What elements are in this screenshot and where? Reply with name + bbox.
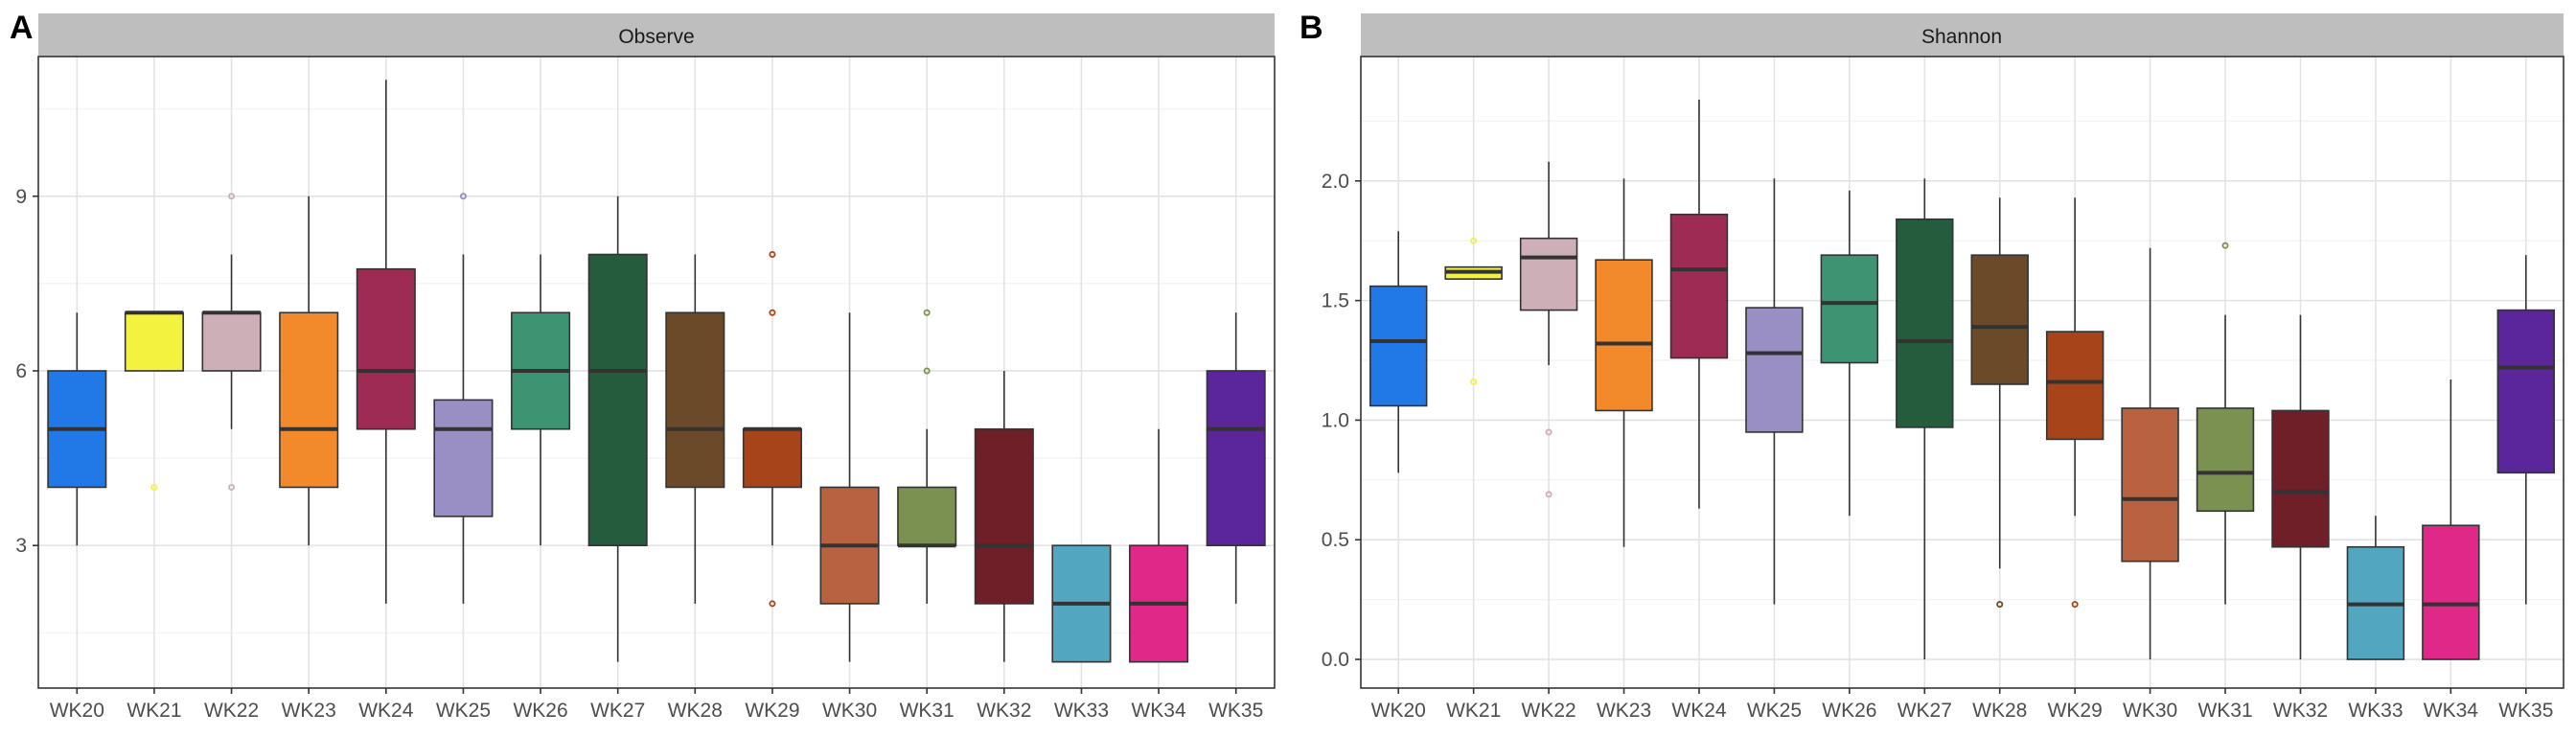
panel-a-x-tick-label-wk20: WK20 bbox=[50, 700, 104, 722]
panel-b-letter: B bbox=[1300, 10, 1323, 46]
box-a-wk29-outlier-0 bbox=[769, 251, 776, 259]
panel-b-x-tick-label-wk26: WK26 bbox=[1822, 700, 1876, 722]
box-b-wk26 bbox=[1820, 254, 1879, 364]
box-b-wk22 bbox=[1519, 237, 1578, 311]
panel-b-x-tick-label-wk30: WK30 bbox=[2123, 700, 2177, 722]
panel-a-x-tick-label-wk21: WK21 bbox=[126, 700, 181, 722]
panel-a-x-tick-label-wk27: WK27 bbox=[590, 700, 645, 722]
box-b-wk28-outlier-0 bbox=[1996, 601, 2004, 609]
box-a-wk29 bbox=[742, 427, 802, 489]
panel-b-x-tick-label-wk27: WK27 bbox=[1898, 700, 1952, 722]
panel-b-x-tick-label-wk32: WK32 bbox=[2273, 700, 2328, 722]
panel-b-x-tick-label-wk33: WK33 bbox=[2348, 700, 2403, 722]
panel-b-x-tick-label-wk21: WK21 bbox=[1446, 700, 1501, 722]
panel-a: A Observe 3 6 9 WK20 WK21 WK22 WK23 WK24 WK25 WK2… bbox=[10, 10, 1276, 722]
box-a-wk29-outlier-1 bbox=[769, 309, 776, 316]
box-a-wk21-outlier-0 bbox=[150, 483, 158, 491]
box-a-wk24 bbox=[356, 267, 416, 430]
panel-b-strip-label: Shannon bbox=[1921, 26, 2002, 48]
box-b-wk22-outlier-0 bbox=[1545, 428, 1552, 436]
box-b-wk23 bbox=[1595, 259, 1653, 412]
panel-b-y-tick-label-0: 0.0 bbox=[1322, 649, 1349, 671]
panel-a-strip-label: Observe bbox=[618, 26, 694, 48]
panel-a-x-tick-label-wk34: WK34 bbox=[1131, 700, 1186, 722]
box-a-wk31 bbox=[897, 486, 957, 546]
box-a-wk22-outlier-1 bbox=[228, 483, 236, 491]
box-b-wk20 bbox=[1369, 285, 1428, 407]
box-b-wk29 bbox=[2045, 331, 2104, 441]
panel-a-x-tick-label-wk24: WK24 bbox=[358, 700, 414, 722]
box-a-wk27 bbox=[587, 253, 648, 546]
box-a-wk23 bbox=[279, 311, 339, 489]
box-a-wk29-outlier-2 bbox=[769, 600, 776, 608]
box-b-wk34 bbox=[2422, 524, 2480, 660]
box-b-wk27 bbox=[1896, 218, 1954, 428]
panel-b-y-tick-label-3: 1.5 bbox=[1322, 290, 1349, 312]
box-b-wk31 bbox=[2196, 407, 2255, 513]
panel-b-y-tick-label-1: 0.5 bbox=[1322, 529, 1349, 551]
panel-a-x-tick-label-wk22: WK22 bbox=[204, 700, 259, 722]
panel-a-x-tick-label-wk26: WK26 bbox=[513, 700, 567, 722]
panel-a-strip bbox=[38, 13, 1275, 57]
box-b-wk25 bbox=[1745, 307, 1804, 433]
box-a-wk25-outlier-0 bbox=[459, 193, 467, 200]
box-a-wk28 bbox=[665, 311, 725, 489]
panel-b-x-tick-label-wk25: WK25 bbox=[1747, 700, 1802, 722]
panel-a-x-tick-label-wk23: WK23 bbox=[282, 700, 336, 722]
panel-b-plot-area: 0.0 0.5 1.0 1.5 2.0 WK20 WK21 WK22 WK23 WK24 WK25 W… bbox=[1322, 56, 2564, 722]
panel-b-y-tick-label-4: 2.0 bbox=[1322, 171, 1349, 193]
panel-b-strip bbox=[1361, 13, 2564, 57]
panel-a-y-tick-label-0: 3 bbox=[15, 535, 27, 557]
box-b-wk29-outlier-0 bbox=[2071, 601, 2079, 609]
panel-a-border bbox=[37, 56, 1276, 689]
panel-a-y-tick-label-2: 9 bbox=[15, 186, 27, 208]
panel-a-x-tick-label-wk25: WK25 bbox=[436, 700, 491, 722]
panel-b-x-tick-label-wk29: WK29 bbox=[2048, 700, 2103, 722]
panel-b-x-tick-label-wk24: WK24 bbox=[1671, 700, 1727, 722]
box-a-wk22-outlier-0 bbox=[228, 193, 236, 200]
panel-a-x-tick-label-wk33: WK33 bbox=[1054, 700, 1109, 722]
box-a-wk31-outlier-1 bbox=[923, 367, 931, 375]
panel-a-x-tick-label-wk35: WK35 bbox=[1208, 700, 1263, 722]
panel-b-x-tick-label-wk22: WK22 bbox=[1522, 700, 1576, 722]
box-b-wk24 bbox=[1669, 213, 1729, 359]
panel-b-y-tick-label-2: 1.0 bbox=[1322, 409, 1349, 431]
panel-a-x-tick-label-wk31: WK31 bbox=[900, 700, 954, 722]
box-b-wk35 bbox=[2496, 309, 2555, 474]
panel-a-letter: A bbox=[10, 10, 34, 46]
panel-b-x-tick-label-wk23: WK23 bbox=[1597, 700, 1651, 722]
panel-b: B Shannon 0.0 0.5 1.0 1.5 2.0 WK20 WK21 WK22 WK2… bbox=[1300, 10, 2564, 722]
panel-b-x-tick-label-wk20: WK20 bbox=[1371, 700, 1426, 722]
box-b-wk21-outlier-1 bbox=[1470, 378, 1478, 385]
panel-a-y-tick-label-1: 6 bbox=[15, 360, 27, 382]
panel-a-x-tick-label-wk32: WK32 bbox=[977, 700, 1031, 722]
panel-b-border bbox=[1360, 56, 2564, 689]
box-b-wk32 bbox=[2271, 409, 2330, 548]
box-b-wk21-outlier-0 bbox=[1470, 237, 1478, 244]
box-a-wk31-outlier-0 bbox=[923, 309, 931, 316]
panel-b-x-tick-label-wk35: WK35 bbox=[2498, 700, 2553, 722]
panel-a-x-tick-label-wk28: WK28 bbox=[668, 700, 723, 722]
panel-b-x-tick-label-wk34: WK34 bbox=[2424, 700, 2479, 722]
box-a-wk22 bbox=[201, 311, 262, 372]
box-b-wk30 bbox=[2121, 407, 2179, 563]
panel-b-x-tick-label-wk28: WK28 bbox=[1972, 700, 2027, 722]
box-b-wk28 bbox=[1970, 254, 2029, 385]
panel-b-x-tick-label-wk31: WK31 bbox=[2197, 700, 2252, 722]
box-b-wk31-outlier-0 bbox=[2221, 242, 2229, 249]
panel-a-x-tick-label-wk29: WK29 bbox=[745, 700, 799, 722]
box-b-wk22-outlier-1 bbox=[1545, 491, 1552, 498]
box-a-wk21 bbox=[124, 311, 184, 372]
box-a-wk35 bbox=[1206, 370, 1266, 546]
panel-a-plot-area: 3 6 9 WK20 WK21 WK22 WK23 WK24 WK25 WK26 WK27 WK28 W… bbox=[15, 56, 1276, 722]
panel-a-x-tick-label-wk30: WK30 bbox=[822, 700, 877, 722]
box-a-wk25 bbox=[433, 399, 494, 518]
box-a-wk32 bbox=[974, 427, 1034, 605]
